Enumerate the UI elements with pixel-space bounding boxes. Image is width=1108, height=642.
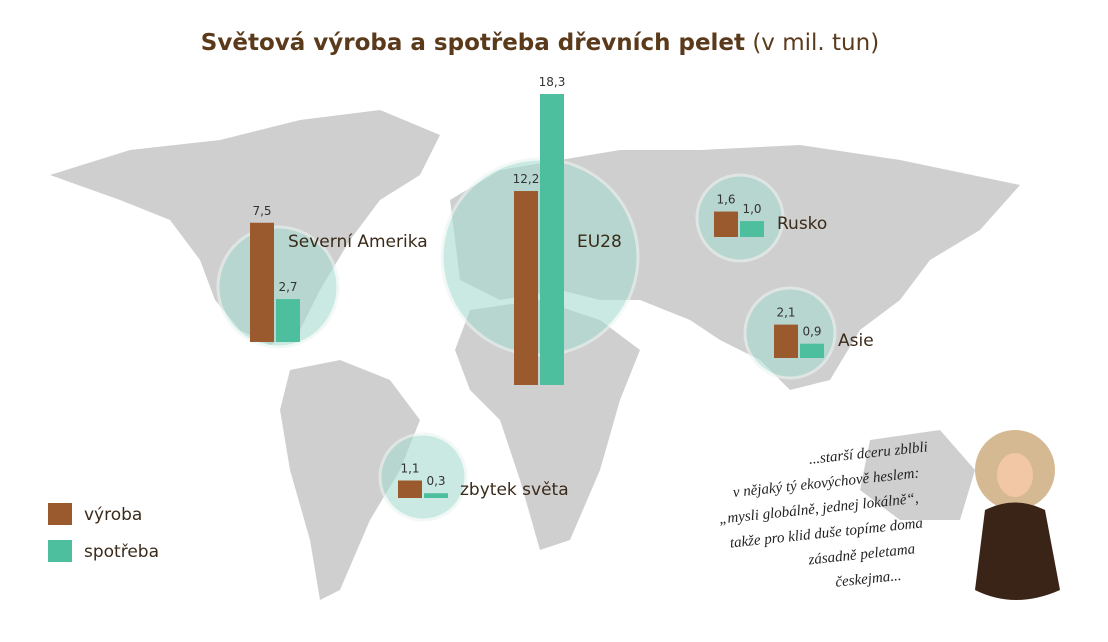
legend-label: výroba bbox=[84, 505, 142, 525]
legend-label: spotřeba bbox=[84, 542, 159, 562]
quote-line: českejma... bbox=[835, 568, 903, 591]
legend-swatch bbox=[48, 503, 72, 525]
title: Světová výroba a spotřeba dřevních pelet bbox=[201, 30, 745, 56]
value-label: 1,0 bbox=[742, 202, 761, 216]
region-circle bbox=[378, 432, 468, 522]
world-map bbox=[50, 110, 1020, 600]
region-label: EU28 bbox=[577, 232, 622, 252]
value-label: 1,1 bbox=[400, 462, 419, 476]
value-label: 7,5 bbox=[252, 204, 271, 218]
value-label: 0,3 bbox=[426, 474, 445, 488]
bar bbox=[774, 324, 798, 358]
bar bbox=[514, 191, 538, 385]
chart-title: Světová výroba a spotřeba dřevních pelet… bbox=[201, 30, 879, 56]
value-label: 2,1 bbox=[776, 306, 795, 320]
bar bbox=[276, 299, 300, 342]
lady bbox=[975, 430, 1060, 600]
region-circle bbox=[216, 225, 340, 349]
bar bbox=[424, 493, 448, 498]
bar bbox=[714, 211, 738, 237]
bar bbox=[540, 94, 564, 385]
value-label: 2,7 bbox=[278, 280, 297, 294]
value-label: 12,2 bbox=[513, 172, 540, 186]
region-label: zbytek světa bbox=[460, 480, 569, 500]
bar bbox=[740, 221, 764, 237]
value-label: 0,9 bbox=[802, 325, 821, 339]
quote-line: zásadně peletama bbox=[807, 541, 916, 568]
legend-swatch bbox=[48, 540, 72, 562]
subtitle: (v mil. tun) bbox=[752, 30, 879, 56]
bar bbox=[398, 480, 422, 498]
value-label: 18,3 bbox=[539, 75, 566, 89]
region-label: Severní Amerika bbox=[288, 232, 428, 252]
region-circle bbox=[695, 173, 785, 263]
region-label: Asie bbox=[838, 331, 874, 351]
region-label: Rusko bbox=[777, 214, 827, 234]
value-label: 1,6 bbox=[716, 193, 735, 207]
bar bbox=[800, 343, 824, 358]
bar bbox=[250, 222, 274, 342]
